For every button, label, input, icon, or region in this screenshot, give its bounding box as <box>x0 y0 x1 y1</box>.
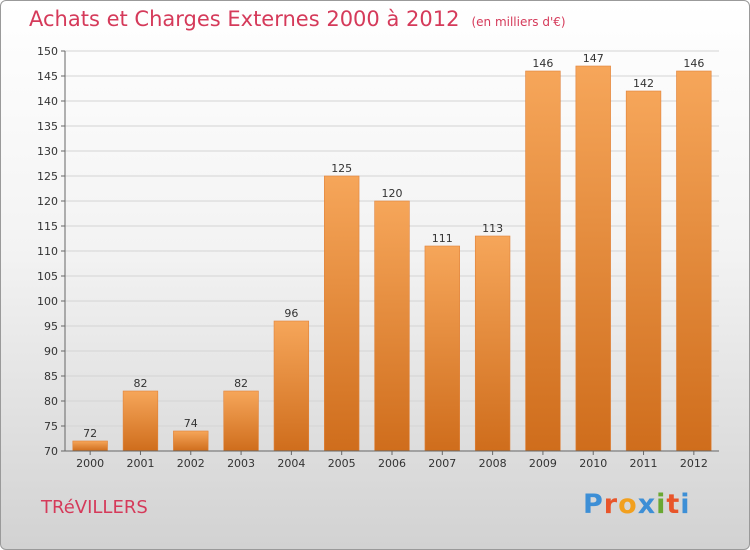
y-tick-label: 125 <box>37 170 58 183</box>
bar-value-label: 147 <box>583 52 604 65</box>
bar-value-label: 146 <box>532 57 553 70</box>
bar-value-label: 120 <box>382 187 403 200</box>
bar-value-label: 113 <box>482 222 503 235</box>
x-tick-label: 2005 <box>328 457 356 470</box>
y-tick-label: 140 <box>37 95 58 108</box>
bar <box>625 90 662 452</box>
x-axis: 2000 2001 2002 2003 2004 2005 2006 2007 2008 2009… <box>65 450 719 470</box>
bar-value-label: 82 <box>133 377 147 390</box>
logo-letter: P <box>583 489 604 520</box>
bar-value-label: 142 <box>633 77 654 90</box>
x-tick-label: 2011 <box>630 457 658 470</box>
logo-letter: i <box>680 489 691 520</box>
bar <box>575 65 611 452</box>
y-tick-label: 80 <box>44 395 58 408</box>
x-tick-label: 2012 <box>680 457 708 470</box>
bar-value-label: 82 <box>234 377 248 390</box>
y-tick-label: 135 <box>37 120 58 133</box>
y-tick-label: 95 <box>44 320 58 333</box>
bar-value-label: 96 <box>284 307 298 320</box>
y-tick-label: 100 <box>37 295 58 308</box>
y-tick-label: 130 <box>37 145 58 158</box>
commune-name: TRéVILLERS <box>41 497 148 518</box>
x-tick-label: 2008 <box>479 457 507 470</box>
bar <box>173 430 209 452</box>
bar <box>122 390 159 452</box>
y-tick-label: 75 <box>44 420 58 433</box>
x-tick-label: 2002 <box>177 457 205 470</box>
y-tick-label: 145 <box>37 70 58 83</box>
x-tick-label: 2004 <box>277 457 305 470</box>
bar <box>676 70 712 452</box>
bar <box>72 440 108 452</box>
bar-value-label: 125 <box>331 162 352 175</box>
x-tick-label: 2010 <box>579 457 607 470</box>
bar <box>273 320 310 452</box>
bar <box>474 235 511 452</box>
bar-value-label: 146 <box>683 57 704 70</box>
y-tick-label: 85 <box>44 370 58 383</box>
x-tick-label: 2001 <box>126 457 154 470</box>
y-tick-label: 120 <box>37 195 58 208</box>
y-axis: 70 75 80 85 90 95 100 105 110 115 120 125 130 135 140 1… <box>37 45 66 458</box>
y-tick-label: 115 <box>37 220 58 233</box>
logo-letter: i <box>656 489 667 520</box>
x-tick-label: 2006 <box>378 457 406 470</box>
bar <box>374 200 410 452</box>
x-tick-label: 2007 <box>428 457 456 470</box>
chart-title-block: Achats et Charges Externes 2000 à 2012 (e… <box>29 7 566 31</box>
logo-letter: t <box>666 489 681 520</box>
bar-value-label: 111 <box>432 232 453 245</box>
bar <box>223 390 259 452</box>
y-tick-label: 70 <box>44 445 58 458</box>
bar <box>424 245 460 452</box>
logo-letter: x <box>637 489 657 520</box>
x-tick-label: 2003 <box>227 457 255 470</box>
x-tick-label: 2000 <box>76 457 104 470</box>
x-tick-label: 2009 <box>529 457 557 470</box>
chart-title: Achats et Charges Externes 2000 à 2012 <box>29 7 460 31</box>
bars: 72 82 74 82 96 125 120 111 113 146 147 142 146 <box>72 52 712 452</box>
bar-value-label: 74 <box>184 417 198 430</box>
logo-letter: r <box>603 489 619 520</box>
y-tick-label: 90 <box>44 345 58 358</box>
logo-letter: o <box>618 489 638 520</box>
y-tick-label: 150 <box>37 45 58 58</box>
bar-value-label: 72 <box>83 427 97 440</box>
chart-unit: (en milliers d'€) <box>471 15 566 29</box>
y-tick-label: 110 <box>37 245 58 258</box>
bar <box>324 175 360 452</box>
y-tick-label: 105 <box>37 270 58 283</box>
proxiti-logo: Proxiti <box>583 489 691 520</box>
bar <box>525 70 561 452</box>
